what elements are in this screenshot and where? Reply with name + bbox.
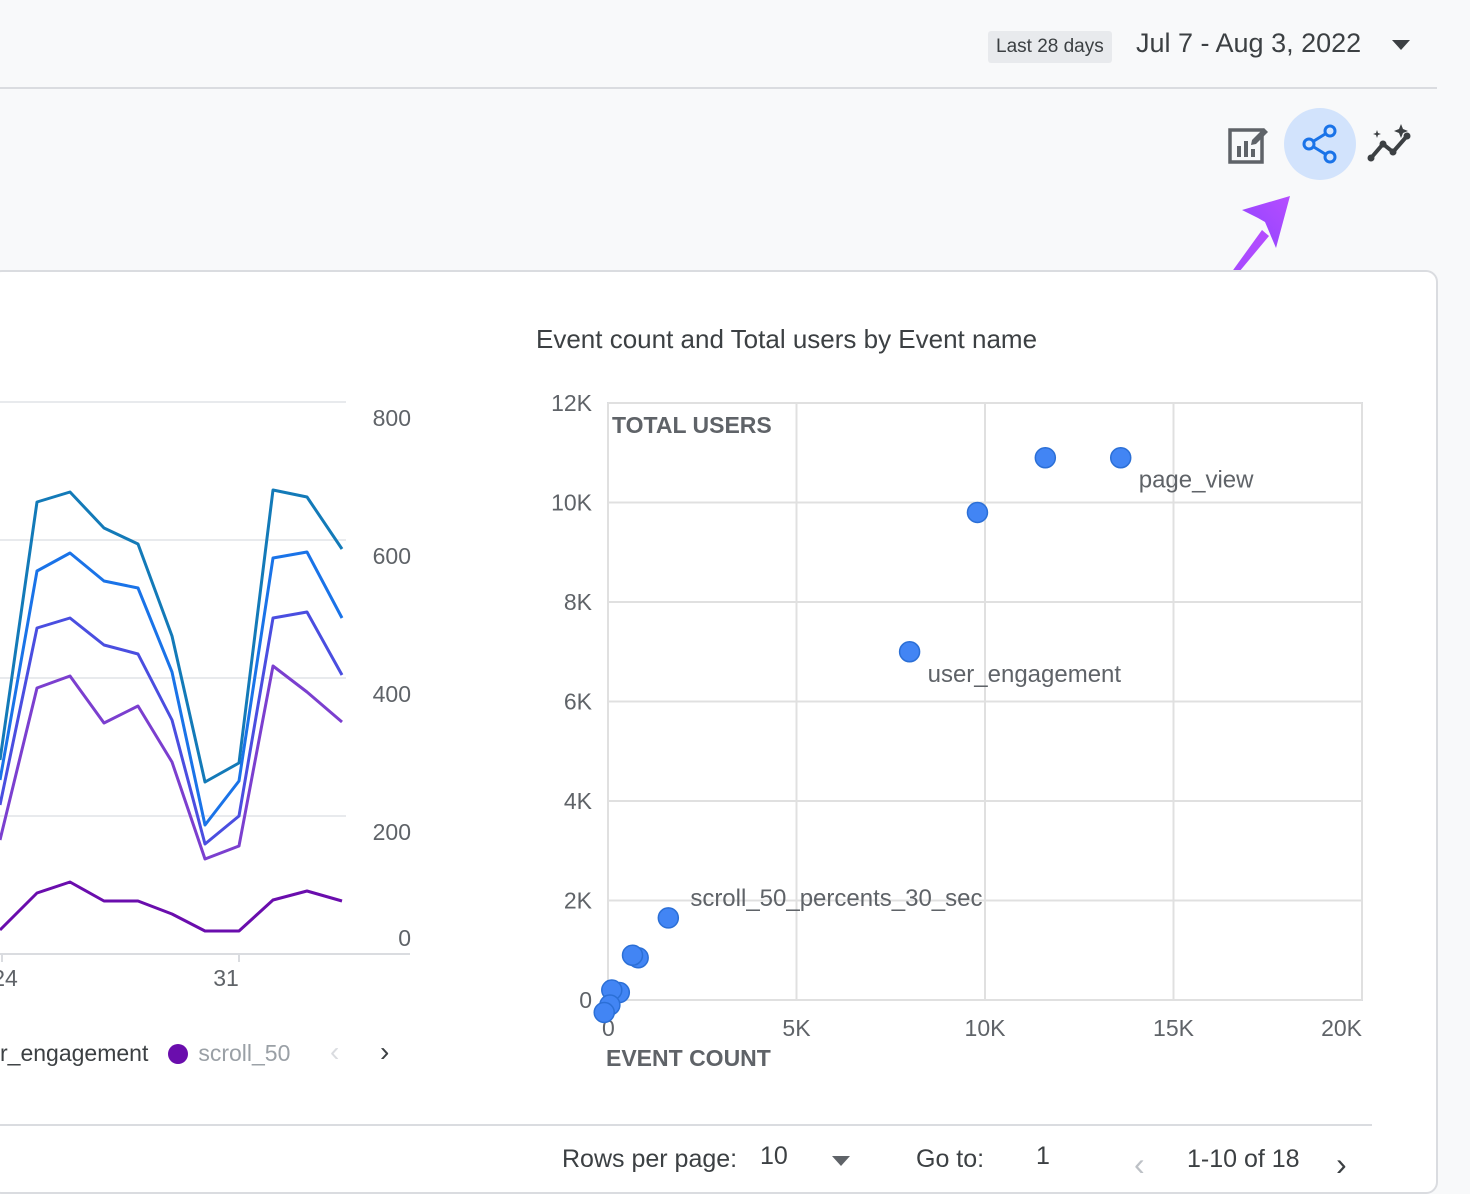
share-icon (1302, 124, 1337, 164)
series-line (0, 610, 344, 846)
date-dropdown-icon[interactable] (1392, 40, 1410, 50)
legend-item-label[interactable]: r_engagement (0, 1040, 149, 1066)
scatter-point (1034, 446, 1057, 469)
x-tick-label: 31 (213, 965, 239, 991)
edit-chart-icon (1228, 128, 1268, 164)
rows-per-page-dropdown-icon[interactable] (832, 1156, 850, 1166)
point-label: page_view (1139, 467, 1254, 494)
x-axis-title: EVENT COUNT (606, 1045, 771, 1071)
y-tick-label: 0 (579, 987, 592, 1013)
scatter-point (621, 944, 644, 966)
series-line (0, 880, 343, 933)
share-button[interactable] (1284, 108, 1356, 180)
goto-page-input[interactable]: 1 (1036, 1142, 1050, 1170)
rows-per-page-label: Rows per page: (562, 1145, 738, 1173)
report-header: Last 28 days Jul 7 - Aug 3, 2022 (0, 0, 1437, 89)
y-tick-label: 4K (564, 788, 593, 814)
y-tick-label: 800 (373, 405, 411, 431)
pagination-range: 1-10 of 18 (1187, 1145, 1300, 1173)
chart-card (0, 270, 1438, 1194)
y-tick-label: 400 (373, 681, 411, 707)
y-tick-label: 600 (373, 543, 411, 569)
goto-label: Go to: (916, 1145, 985, 1173)
date-preset-chip[interactable]: Last 28 days (988, 31, 1112, 63)
legend-next-icon[interactable]: › (380, 1036, 390, 1067)
prev-page-icon[interactable]: ‹ (1134, 1146, 1145, 1182)
y-tick-label: 12K (551, 395, 593, 416)
x-tick-label: 5K (782, 1015, 811, 1041)
y-tick-label: 200 (373, 819, 411, 845)
insights-icon (1367, 124, 1411, 162)
x-tick-label: 24 (0, 965, 18, 991)
scatter-point (1109, 446, 1132, 469)
insights-button[interactable] (1366, 118, 1418, 170)
y-tick-label: 2K (564, 888, 593, 914)
date-range-label[interactable]: Jul 7 - Aug 3, 2022 (1136, 28, 1362, 58)
legend-color-dot-icon (168, 1043, 189, 1064)
rows-per-page-select[interactable]: 10 (760, 1142, 788, 1170)
legend-item-label[interactable]: scroll_50 (198, 1040, 291, 1066)
y-axis-title: TOTAL USERS (612, 412, 772, 438)
series-line (0, 488, 344, 784)
scatter-point (657, 907, 680, 929)
scatter-point (898, 641, 921, 663)
line-chart-legend: r_engagement scroll_50 (0, 1040, 290, 1067)
edit-chart-button[interactable] (1222, 118, 1274, 170)
table-divider (0, 1124, 1372, 1126)
y-tick-label: 0 (398, 925, 411, 951)
y-tick-label: 10K (551, 490, 593, 516)
scatter-point (593, 1001, 615, 1024)
legend-prev-icon[interactable]: ‹ (330, 1036, 340, 1067)
x-tick-label: 10K (965, 1015, 1007, 1041)
series-line (0, 550, 344, 827)
point-label: scroll_50_percents_30_sec (690, 885, 982, 912)
scatter-chart-title: Event count and Total users by Event nam… (536, 324, 1038, 354)
x-tick-label: 20K (1321, 1015, 1363, 1041)
y-tick-label: 6K (564, 689, 593, 715)
line-chart: 800 600 400 200 0 24 31 (0, 401, 411, 991)
scatter-point (966, 501, 989, 524)
y-tick-label: 8K (564, 589, 593, 615)
x-tick-label: 15K (1153, 1015, 1195, 1041)
series-line (0, 664, 343, 861)
point-label: user_engagement (928, 661, 1122, 688)
next-page-icon[interactable]: › (1336, 1146, 1347, 1182)
